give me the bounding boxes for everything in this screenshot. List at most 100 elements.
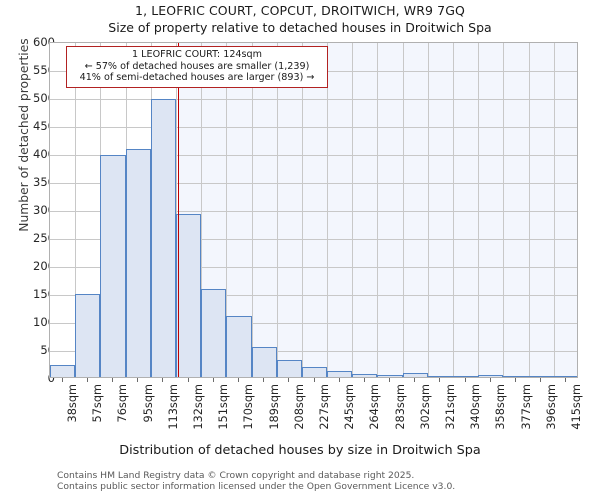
chart-subtitle: Size of property relative to detached ho… [108,20,492,35]
gridline-vertical [176,43,177,377]
histogram-bar [478,375,504,377]
x-axis-tick-label: 264sqm [368,384,382,430]
histogram-bar [150,99,176,377]
x-axis-tick-label: 208sqm [292,384,306,430]
gridline-vertical [226,43,227,377]
gridline-vertical [302,43,303,377]
histogram-bar [427,375,454,377]
gridline-horizontal [50,351,577,352]
gridline-vertical [403,43,404,377]
x-axis-tick-label: 283sqm [393,384,407,430]
histogram-bar [528,375,554,377]
gridline-horizontal [50,295,577,296]
histogram-bar [327,370,353,377]
x-axis-tick-mark [338,378,340,382]
gridline-vertical [503,43,504,377]
gridline-horizontal [50,99,577,100]
gridline-vertical [428,43,429,377]
x-axis-label: Distribution of detached houses by size … [119,443,481,458]
x-axis-tick-label: 227sqm [318,384,331,430]
x-axis-tick-label: 76sqm [116,384,130,423]
x-axis-tick-label: 340sqm [469,384,483,430]
histogram-bar [201,289,227,377]
gridline-vertical [252,43,253,377]
x-axis-tick-mark [313,378,315,382]
x-axis-tick-mark [162,378,164,382]
histogram-bar [226,315,252,377]
x-axis-tick-label: 189sqm [267,384,281,430]
histogram-bar [503,375,529,377]
x-axis-tick-label: 415sqm [569,384,583,430]
x-axis-tick-mark [288,378,290,382]
x-axis-tick-mark [489,378,491,382]
annotation-line-1: 1 LEOFRIC COURT: 124sqm [132,49,262,60]
gridline-vertical [453,43,454,377]
x-axis-tick-label: 245sqm [343,384,357,430]
x-axis-tick-label: 132sqm [192,384,206,430]
gridline-vertical [554,43,555,377]
x-axis-tick-label: 358sqm [494,384,508,430]
histogram-bar [251,346,277,377]
gridline-vertical [277,43,278,377]
histogram-bar [125,149,151,377]
histogram-bar [377,374,403,377]
histogram-bar [553,375,577,377]
x-axis-tick-label: 302sqm [418,384,432,430]
histogram-bar [352,373,378,377]
x-axis-tick-label: 321sqm [443,384,457,430]
x-axis-tick-mark [439,378,441,382]
histogram-bar [75,293,101,377]
gridline-vertical [327,43,328,377]
x-axis-tick-mark [414,378,416,382]
x-axis-tick-mark [363,378,365,382]
x-axis-tick-label: 151sqm [217,384,231,430]
x-axis-tick-mark [61,378,63,382]
histogram-bar [276,360,302,377]
histogram-bar [50,364,76,377]
x-axis-tick-label: 113sqm [166,384,180,430]
x-axis-tick-mark [237,378,239,382]
histogram-bar [301,367,328,377]
gridline-vertical [377,43,378,377]
histogram-bar [100,155,126,377]
gridline-vertical [478,43,479,377]
footer-attribution: Contains HM Land Registry data © Crown c… [57,470,587,492]
x-axis-tick-mark [86,378,88,382]
page-title: 1, LEOFRIC COURT, COPCUT, DROITWICH, WR9… [135,3,465,18]
x-axis-tick-label: 396sqm [544,384,558,430]
x-axis-tick-label: 95sqm [141,384,155,423]
x-axis-tick-mark [389,378,391,382]
annotation-box: 1 LEOFRIC COURT: 124sqm ← 57% of detache… [66,46,328,88]
x-axis-tick-mark [212,378,214,382]
x-axis-tick-label: 377sqm [519,384,533,430]
property-size-marker-line [177,43,180,377]
gridline-vertical [352,43,353,377]
x-axis-tick-mark [263,378,265,382]
footer-line-1: Contains HM Land Registry data © Crown c… [57,470,415,481]
x-axis-tick-label: 170sqm [242,384,256,430]
annotation-line-2: ← 57% of detached houses are smaller (1,… [84,60,310,72]
histogram-bar [175,214,202,377]
histogram-bar [453,375,479,377]
annotation-line-3: 41% of semi-detached houses are larger (… [79,72,315,84]
x-axis-tick-mark [187,378,189,382]
x-axis-tick-mark [515,378,517,382]
x-axis-tick-mark [540,378,542,382]
x-axis-tick-label: 38sqm [66,384,80,423]
x-axis-tick-mark [137,378,139,382]
gridline-vertical [529,43,530,377]
y-axis-tick-label: 0 [47,371,55,385]
gridline-horizontal [50,323,577,324]
x-axis-tick-mark [111,378,113,382]
footer-line-2: Contains public sector information licen… [57,481,456,492]
x-axis-tick-mark [464,378,466,382]
gridline-horizontal [50,267,577,268]
gridline-horizontal [50,127,577,128]
x-axis-tick-label: 57sqm [91,384,105,423]
gridline-vertical [75,43,76,377]
gridline-horizontal [50,239,577,240]
gridline-horizontal [50,183,577,184]
gridline-vertical [201,43,202,377]
plot-area [49,42,578,378]
